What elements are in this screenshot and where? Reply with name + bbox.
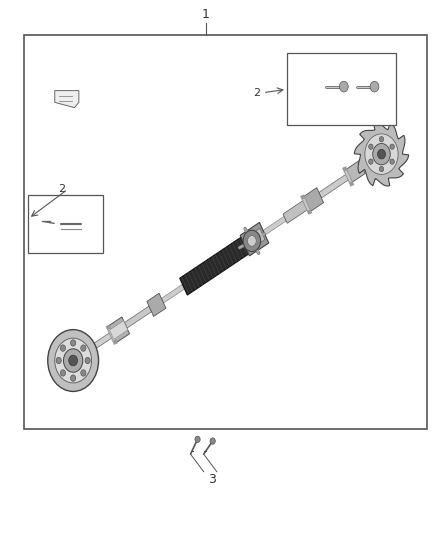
Ellipse shape [71, 340, 76, 346]
Ellipse shape [69, 355, 78, 366]
Ellipse shape [60, 370, 66, 376]
Ellipse shape [365, 134, 398, 174]
Text: 2: 2 [254, 88, 261, 98]
Ellipse shape [195, 436, 200, 442]
Polygon shape [77, 332, 113, 360]
Ellipse shape [378, 149, 385, 159]
Text: 3: 3 [208, 473, 216, 486]
Bar [24, 35, 427, 429]
Ellipse shape [369, 144, 373, 149]
Polygon shape [263, 216, 286, 235]
Ellipse shape [390, 144, 394, 149]
Ellipse shape [247, 236, 256, 246]
Ellipse shape [339, 82, 348, 92]
Ellipse shape [370, 82, 379, 92]
Polygon shape [319, 174, 350, 198]
Text: 2: 2 [59, 184, 66, 194]
Polygon shape [55, 91, 79, 108]
Polygon shape [345, 160, 365, 183]
Polygon shape [180, 237, 249, 295]
Polygon shape [110, 321, 128, 340]
Polygon shape [244, 228, 265, 250]
Ellipse shape [390, 159, 394, 164]
Ellipse shape [60, 345, 66, 351]
Polygon shape [147, 293, 166, 317]
Bar [287, 53, 396, 125]
Ellipse shape [64, 349, 83, 372]
Ellipse shape [243, 230, 261, 252]
Ellipse shape [48, 329, 99, 391]
Ellipse shape [369, 159, 373, 164]
Ellipse shape [85, 357, 90, 364]
Ellipse shape [379, 166, 384, 172]
Bar [28, 195, 103, 253]
Polygon shape [108, 317, 130, 343]
Polygon shape [240, 222, 269, 256]
Ellipse shape [55, 338, 92, 383]
Ellipse shape [373, 143, 390, 165]
Text: 1: 1 [202, 9, 210, 21]
Polygon shape [162, 284, 184, 303]
Ellipse shape [81, 345, 86, 351]
Polygon shape [303, 188, 324, 212]
Polygon shape [283, 200, 308, 223]
Polygon shape [361, 155, 377, 169]
Ellipse shape [81, 370, 86, 376]
Polygon shape [354, 122, 409, 186]
Ellipse shape [210, 438, 215, 444]
Ellipse shape [379, 136, 384, 142]
Polygon shape [124, 306, 152, 328]
Ellipse shape [56, 357, 61, 364]
Ellipse shape [71, 375, 76, 381]
